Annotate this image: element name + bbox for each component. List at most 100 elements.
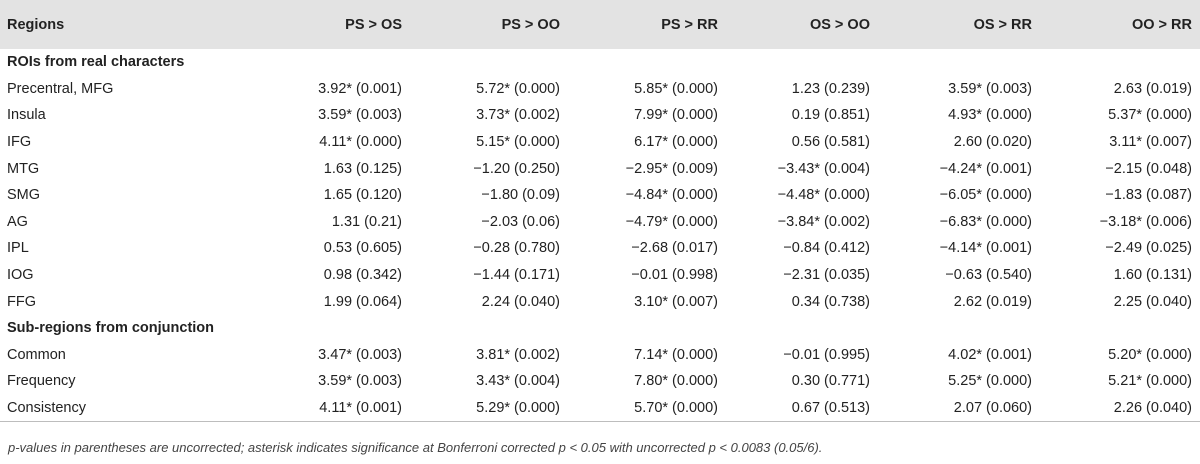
row-label: IOG: [7, 267, 34, 284]
value-cell: 0.98 (0.342): [323, 267, 402, 284]
value-cell: 3.59* (0.003): [318, 373, 402, 390]
value-cell: −0.84 (0.412): [783, 240, 870, 257]
row-label: IPL: [7, 240, 29, 257]
value-cell: 7.14* (0.000): [634, 346, 718, 363]
table-row: IFG 4.11* (0.000) 5.15* (0.000) 6.17* (0.00…: [0, 129, 1200, 156]
value-cell: 0.30 (0.771): [791, 373, 870, 390]
value-cell: −2.49 (0.025): [1105, 240, 1192, 257]
header-cell-oo-rr: OO > RR: [1131, 16, 1192, 33]
value-cell: 1.31 (0.21): [331, 213, 402, 230]
table-header: Regions PS > OS PS > OO PS > RR OS > OO …: [0, 0, 1200, 49]
results-table: Regions PS > OS PS > OO PS > RR OS > OO …: [0, 0, 1200, 422]
value-cell: 0.34 (0.738): [791, 293, 870, 310]
value-cell: 0.67 (0.513): [791, 399, 870, 416]
value-cell: −0.01 (0.995): [783, 346, 870, 363]
table-row: Consistency 4.11* (0.001) 5.29* (0.000) 5.7…: [0, 395, 1200, 422]
value-cell: 4.02* (0.001): [948, 346, 1032, 363]
header-cell-ps-os: PS > OS: [345, 16, 402, 33]
value-cell: −6.05* (0.000): [939, 187, 1032, 204]
row-label: FFG: [7, 293, 36, 310]
value-cell: −0.01 (0.998): [631, 267, 718, 284]
header-row: Regions PS > OS PS > OO PS > RR OS > OO …: [0, 0, 1200, 49]
row-label: Insula: [7, 107, 46, 124]
table-row: Precentral, MFG 3.92* (0.001) 5.72* (0.000…: [0, 76, 1200, 103]
value-cell: −1.44 (0.171): [473, 267, 560, 284]
value-cell: −0.63 (0.540): [945, 267, 1032, 284]
value-cell: 1.99 (0.064): [323, 293, 402, 310]
value-cell: 7.80* (0.000): [634, 373, 718, 390]
section-row: ROIs from real characters: [0, 49, 1200, 76]
header-cell-regions: Regions: [7, 16, 65, 33]
value-cell: 1.23 (0.239): [791, 80, 870, 97]
row-label: MTG: [7, 160, 40, 177]
value-cell: 6.17* (0.000): [634, 134, 718, 151]
row-label: SMG: [7, 187, 41, 204]
value-cell: 5.29* (0.000): [476, 399, 560, 416]
row-label: Consistency: [7, 399, 86, 416]
value-cell: 4.11* (0.001): [319, 399, 402, 416]
table-row: MTG 1.63 (0.125) −1.20 (0.250) −2.95* (0.00…: [0, 155, 1200, 182]
value-cell: 4.11* (0.000): [319, 134, 402, 151]
section-title: ROIs from real characters: [7, 54, 185, 71]
value-cell: −6.83* (0.000): [939, 213, 1032, 230]
value-cell: −4.84* (0.000): [625, 187, 718, 204]
value-cell: −1.80 (0.09): [481, 187, 560, 204]
value-cell: 3.47* (0.003): [318, 346, 402, 363]
value-cell: 4.93* (0.000): [948, 107, 1032, 124]
value-cell: 3.11* (0.007): [1109, 134, 1192, 151]
value-cell: 2.63 (0.019): [1113, 80, 1192, 97]
value-cell: 2.07 (0.060): [953, 399, 1032, 416]
value-cell: 5.72* (0.000): [476, 80, 560, 97]
section-row: Sub-regions from conjunction: [0, 315, 1200, 342]
value-cell: −2.15 (0.048): [1105, 160, 1192, 177]
header-cell-ps-oo: PS > OO: [501, 16, 560, 33]
table-body: ROIs from real characters Precentral, MFG…: [0, 49, 1200, 422]
value-cell: −4.24* (0.001): [939, 160, 1032, 177]
value-cell: 2.62 (0.019): [953, 293, 1032, 310]
value-cell: 0.19 (0.851): [791, 107, 870, 124]
value-cell: −4.79* (0.000): [625, 213, 718, 230]
value-cell: 5.37* (0.000): [1108, 107, 1192, 124]
value-cell: −2.03 (0.06): [481, 213, 560, 230]
value-cell: −2.95* (0.009): [625, 160, 718, 177]
table-row: FFG 1.99 (0.064) 2.24 (0.040) 3.10* (0.007)…: [0, 288, 1200, 315]
value-cell: 3.10* (0.007): [634, 293, 718, 310]
value-cell: −4.48* (0.000): [777, 187, 870, 204]
value-cell: 5.70* (0.000): [634, 399, 718, 416]
value-cell: 3.81* (0.002): [476, 346, 560, 363]
value-cell: −2.31 (0.035): [783, 267, 870, 284]
value-cell: 0.53 (0.605): [323, 240, 402, 257]
table-row: IOG 0.98 (0.342) −1.44 (0.171) −0.01 (0.998…: [0, 262, 1200, 289]
value-cell: 2.25 (0.040): [1113, 293, 1192, 310]
value-cell: 2.24 (0.040): [481, 293, 560, 310]
value-cell: 5.85* (0.000): [634, 80, 718, 97]
value-cell: 7.99* (0.000): [634, 107, 718, 124]
value-cell: 1.63 (0.125): [323, 160, 402, 177]
value-cell: 1.60 (0.131): [1113, 267, 1192, 284]
value-cell: 1.65 (0.120): [323, 187, 402, 204]
value-cell: 5.21* (0.000): [1108, 373, 1192, 390]
row-label: IFG: [7, 134, 32, 151]
value-cell: 2.60 (0.020): [953, 134, 1032, 151]
value-cell: 5.25* (0.000): [948, 373, 1032, 390]
row-label: Common: [7, 346, 66, 363]
table-row: IPL 0.53 (0.605) −0.28 (0.780) −2.68 (0.017…: [0, 235, 1200, 262]
value-cell: 3.73* (0.002): [476, 107, 560, 124]
value-cell: 5.20* (0.000): [1108, 346, 1192, 363]
footnote: p-values in parentheses are uncorrected;…: [8, 440, 823, 455]
value-cell: −3.84* (0.002): [777, 213, 870, 230]
value-cell: 3.59* (0.003): [948, 80, 1032, 97]
header-cell-ps-rr: PS > RR: [661, 16, 718, 33]
section-title: Sub-regions from conjunction: [7, 320, 215, 337]
value-cell: −1.83 (0.087): [1105, 187, 1192, 204]
value-cell: 3.59* (0.003): [318, 107, 402, 124]
header-cell-os-rr: OS > RR: [973, 16, 1032, 33]
value-cell: 2.26 (0.040): [1113, 399, 1192, 416]
value-cell: 0.56 (0.581): [791, 134, 870, 151]
table-row: SMG 1.65 (0.120) −1.80 (0.09) −4.84* (0.000…: [0, 182, 1200, 209]
row-label: Precentral, MFG: [7, 80, 114, 97]
value-cell: −4.14* (0.001): [939, 240, 1032, 257]
value-cell: −1.20 (0.250): [473, 160, 560, 177]
value-cell: −3.43* (0.004): [777, 160, 870, 177]
